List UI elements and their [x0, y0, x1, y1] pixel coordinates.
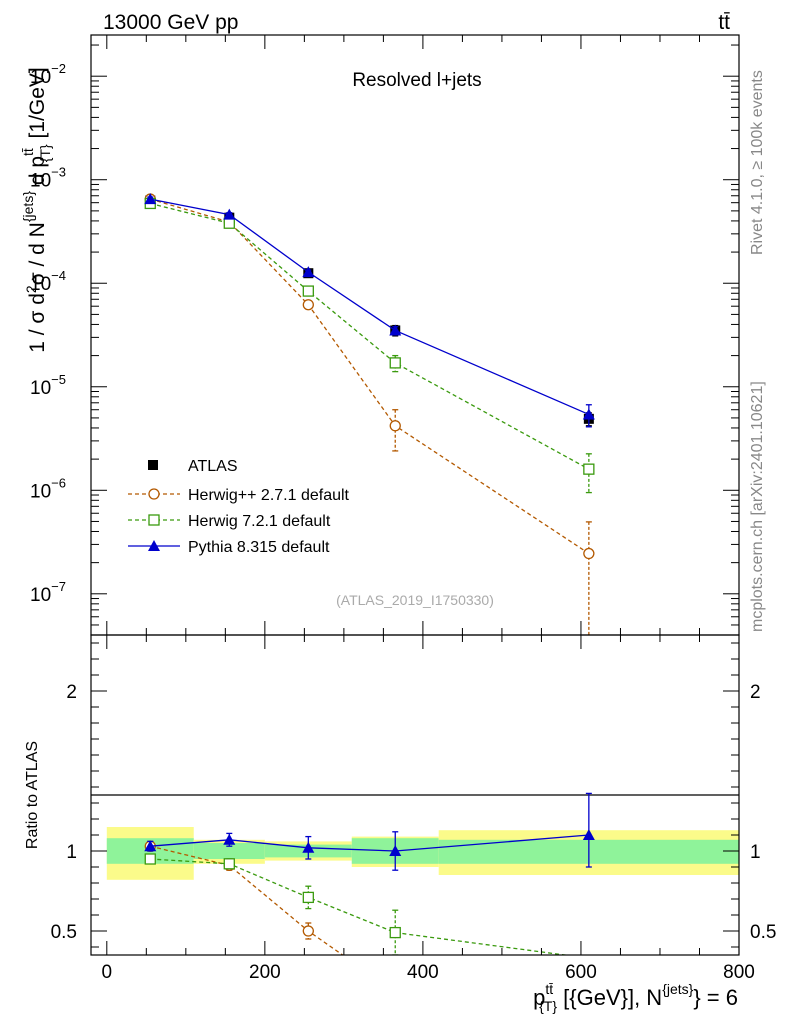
legend-entry-herwigpp: Herwig++ 2.7.1 default: [128, 487, 350, 504]
ratio-point: [144, 840, 157, 852]
x-tick-label: 200: [249, 962, 281, 983]
ratio-point: [582, 829, 595, 840]
ratio-point: [223, 858, 235, 870]
series-line-3: [150, 198, 590, 416]
ratio-point: [389, 926, 401, 939]
main-y-tick-label: 10−7: [30, 579, 66, 606]
data-point: [583, 463, 595, 475]
data-point: [302, 299, 314, 311]
main-y-tick-label: 10−6: [30, 475, 66, 502]
ratio-point: [223, 833, 236, 845]
ratio-point: [144, 853, 156, 865]
x-axis-label: ptt̄ {T} [{GeV}], N{jets}} = 6: [533, 981, 738, 1014]
data-point: [389, 324, 402, 336]
process-label: tt̄: [718, 11, 730, 34]
main-y-tick-label: 10−4: [30, 268, 66, 295]
ratio-y-tick-label: 1: [66, 842, 77, 863]
ratio-point: [302, 841, 315, 853]
main-y-axis-label: 1 / σ d2σ / d N{jets} d ptt̄{T} [1/GeV]: [20, 67, 53, 353]
legend-label-herwig7: Herwig 7.2.1 default: [188, 513, 331, 530]
mcplots-label: mcplots.cern.ch [arXiv:2401.10621]: [749, 381, 766, 632]
main-y-tick-label: 10−3: [30, 165, 66, 192]
series-line-2: [150, 202, 590, 470]
legend-marker-pythia: [148, 540, 160, 551]
ratio-plot-marks: [144, 792, 595, 955]
x-tick-label: 800: [723, 962, 755, 983]
ratio-frame: [90, 634, 740, 956]
ratio-y-tick-label-right: 1: [750, 842, 761, 863]
legend: ATLAS Herwig++ 2.7.1 default Herwig 7.2.…: [128, 458, 350, 556]
x-tick-label: 0: [102, 962, 113, 983]
ratio-point: [389, 845, 402, 856]
legend-label-pythia: Pythia 8.315 default: [188, 539, 330, 556]
ratio-uncertainty-bands: [106, 827, 739, 880]
legend-marker-atlas: [148, 460, 158, 470]
analysis-watermark: (ATLAS_2019_I1750330): [336, 592, 494, 608]
legend-marker-herwigpp: [148, 488, 160, 500]
legend-label-atlas: ATLAS: [188, 458, 238, 475]
data-point: [223, 217, 235, 229]
ratio-point: [302, 925, 314, 937]
rivet-label: Rivet 4.1.0, ≥ 100k events: [749, 70, 766, 255]
main-y-tick-label: 10−5: [30, 372, 66, 399]
main-panel: 10−7 10−6 10−5 10−4 10−3 10−2 Resolved l+jets…: [20, 34, 740, 636]
legend-label-herwigpp: Herwig++ 2.7.1 default: [188, 487, 350, 504]
data-point: [223, 208, 236, 220]
main-plot-marks: [144, 193, 595, 635]
ratio-y-tick-label-right: 2: [750, 682, 761, 703]
ratio-y-axis-label: Ratio to ATLAS: [24, 741, 41, 849]
ratio-y-tick-label: 2: [66, 682, 77, 703]
x-tick-label: 400: [407, 962, 439, 983]
ratio-y-tick-label: 0.5: [51, 922, 77, 943]
main-axis-ticks: 10−7 10−6 10−5 10−4 10−3 10−2: [30, 35, 740, 636]
data-point: [302, 285, 314, 297]
data-point: [582, 408, 595, 420]
ratio-series-line-1: [150, 858, 570, 955]
main-y-tick-label: 10−2: [30, 61, 66, 88]
stat-uncertainty-band: [193, 843, 265, 859]
ratio-point: [302, 891, 314, 904]
ratio-clipped-marks: [144, 792, 595, 955]
legend-entry-herwig7: Herwig 7.2.1 default: [128, 513, 331, 530]
legend-marker-herwig7: [148, 514, 160, 526]
ratio-axis-ticks: 0.5 0.5 1 1 2 2 0 200 400 600 800: [51, 635, 776, 983]
data-point: [144, 193, 157, 205]
data-point: [302, 266, 315, 278]
data-point: [389, 357, 401, 369]
legend-entry-atlas: ATLAS: [148, 458, 238, 475]
energy-label: 13000 GeV pp: [103, 11, 238, 34]
x-tick-label: 600: [565, 962, 597, 983]
chart-title: Resolved l+jets: [352, 70, 481, 91]
ratio-y-tick-label-right: 0.5: [750, 922, 776, 943]
data-point: [583, 547, 595, 560]
data-point: [389, 420, 401, 432]
legend-entry-pythia: Pythia 8.315 default: [128, 539, 330, 556]
ratio-panel: 0.5 0.5 1 1 2 2 0 200 400 600 800 Ratio to ATLAS p…: [24, 634, 776, 1014]
